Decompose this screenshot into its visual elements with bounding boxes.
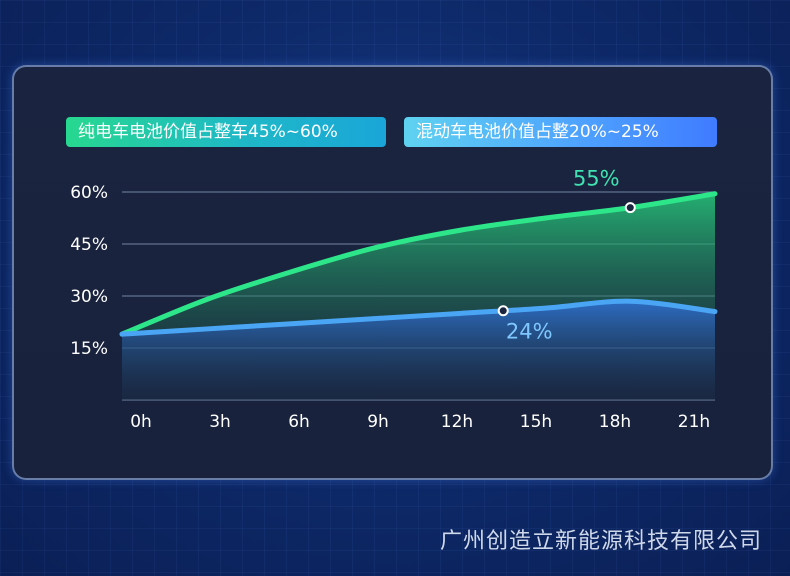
y-tick-label: 30%: [70, 287, 108, 307]
x-tick-label: 21h: [678, 412, 710, 432]
y-tick-label: 15%: [70, 339, 108, 359]
x-tick-label: 6h: [288, 412, 310, 432]
y-axis: 15% 30% 45% 60%: [70, 183, 108, 359]
x-axis: 0h 3h 6h 9h 12h 15h 18h 21h: [130, 412, 710, 432]
company-name: 广州创造立新能源科技有限公司: [439, 529, 762, 554]
legend-ev: 纯电车电池价值占整车45%~60%: [66, 117, 386, 147]
annotations: 55% 24%: [497, 167, 636, 344]
annotation-marker-ev: [624, 202, 636, 214]
series-line-ev: [119, 191, 718, 337]
series-line-hev: [119, 298, 718, 337]
series: [119, 191, 718, 400]
x-tick-label: 9h: [367, 412, 389, 432]
y-tick-label: 60%: [70, 183, 108, 203]
legend-hev: 混动车电池价值占整20%~25%: [404, 117, 717, 147]
x-tick-label: 3h: [209, 412, 231, 432]
x-tick-label: 18h: [599, 412, 631, 432]
annotation-marker-hev: [497, 305, 509, 317]
x-tick-label: 0h: [130, 412, 152, 432]
annotation-label-hev: 24%: [506, 320, 553, 344]
annotation-label-ev: 55%: [573, 167, 620, 191]
x-tick-label: 12h: [441, 412, 473, 432]
x-tick-label: 15h: [520, 412, 552, 432]
y-tick-label: 45%: [70, 235, 108, 255]
